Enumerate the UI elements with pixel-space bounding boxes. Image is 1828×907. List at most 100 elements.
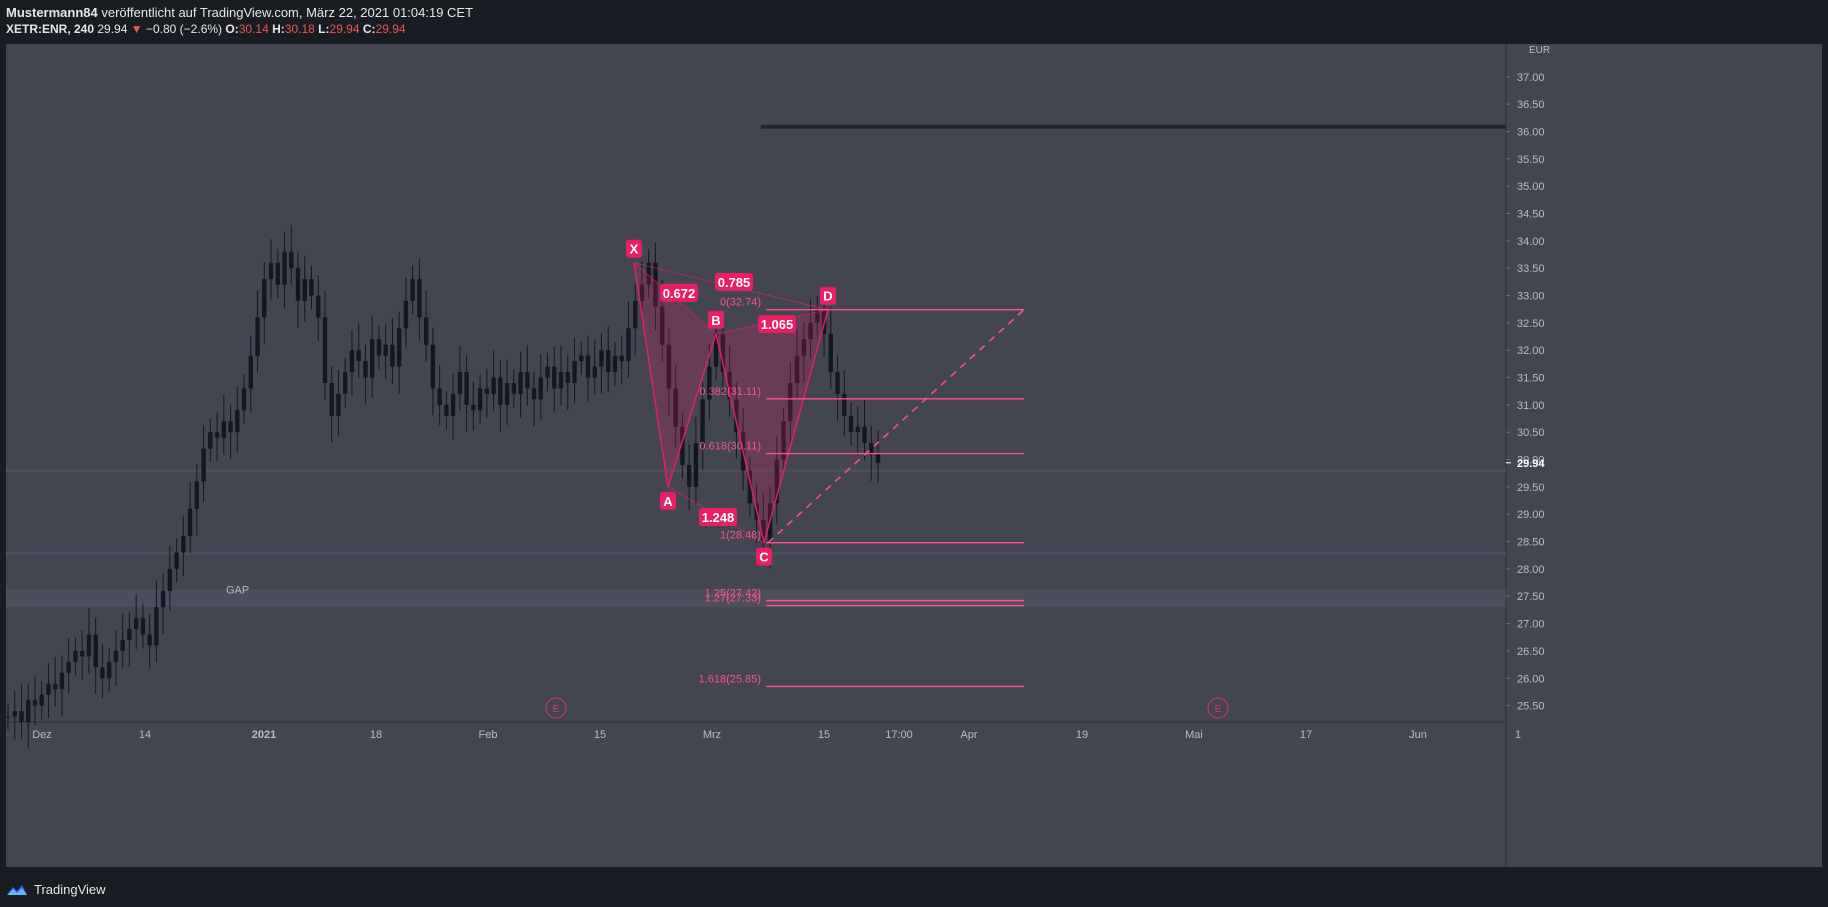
candle-body — [363, 361, 368, 378]
candle-body — [241, 388, 247, 411]
candle-body — [100, 667, 105, 679]
candle-body — [450, 393, 456, 416]
projection-line — [767, 309, 1025, 544]
candle-body — [316, 295, 321, 318]
candle-body — [734, 399, 739, 433]
time-tick-label: 19 — [1076, 729, 1088, 741]
candle-body — [558, 372, 564, 389]
candle-body — [12, 711, 17, 717]
candle-body — [484, 388, 490, 394]
candle-body — [194, 481, 200, 509]
price-tick-label: 31.00 — [1517, 400, 1545, 412]
candle-body — [127, 629, 132, 640]
publish-info: Mustermann84 veröffentlicht auf TradingV… — [6, 5, 473, 20]
high-value: 30.18 — [284, 22, 315, 36]
candle-body — [59, 672, 65, 690]
candle-body — [666, 344, 672, 389]
candle-body — [869, 443, 874, 455]
pattern-bcd-fill — [716, 309, 828, 543]
price-tick-label: 28.00 — [1517, 564, 1545, 576]
price-tick-label: 25.50 — [1517, 701, 1545, 713]
zone-band — [761, 124, 1506, 129]
candle-body — [295, 268, 301, 301]
candle-body — [781, 421, 786, 460]
candle-body — [66, 661, 71, 673]
candle-body — [606, 350, 611, 373]
pattern-leg — [633, 262, 669, 487]
candle-body — [747, 470, 753, 504]
pattern-point-badge — [660, 491, 676, 510]
candle-body — [275, 262, 280, 285]
price-tick-label: 32.00 — [1517, 345, 1545, 357]
candle-body — [552, 366, 557, 389]
candle-body — [336, 393, 341, 416]
candle-body — [262, 279, 267, 318]
candle-body — [788, 383, 793, 422]
candle-body — [875, 454, 881, 463]
candle-body — [26, 700, 31, 722]
candle-body — [585, 355, 591, 378]
candle-body — [808, 322, 813, 340]
close-label: C: — [362, 22, 376, 36]
price-tick-label: 36.50 — [1517, 99, 1545, 111]
candle-body — [302, 279, 307, 301]
price-change: −0.80 (−2.6%) — [145, 22, 223, 36]
symbol-label[interactable]: XETR:ENR, 240 — [6, 22, 95, 36]
fib-level-label: 1.27(27.33) — [705, 593, 761, 605]
pattern-point-label: B — [711, 313, 720, 328]
candle-body — [410, 279, 415, 301]
price-tick-label: 33.00 — [1517, 291, 1545, 303]
candle-body — [322, 317, 328, 383]
time-tick-label: 2021 — [252, 729, 276, 741]
ratio-label: 1.065 — [761, 317, 794, 332]
candle-body — [349, 350, 355, 373]
price-chart[interactable]: GAP X A B C D 0.672 0.785 1.065 1.248 0(32.74) 0.38… — [6, 44, 1822, 867]
candle-body — [464, 372, 469, 405]
last-price: 29.94 — [97, 22, 128, 36]
price-tick-label: 36.00 — [1517, 126, 1545, 138]
time-axis-background — [6, 722, 1506, 867]
candle-body — [423, 317, 429, 345]
plot-background — [6, 44, 1506, 722]
candle-body — [437, 388, 442, 405]
candle-body — [545, 366, 550, 378]
tradingview-brand[interactable]: TradingView — [6, 882, 106, 897]
candle-body — [376, 339, 382, 356]
candle-body — [430, 344, 436, 389]
candle-body — [113, 650, 119, 662]
candle-body — [646, 262, 651, 285]
candle-body — [862, 426, 867, 444]
price-tick-label: 30.00 — [1517, 455, 1545, 467]
currency-label: EUR — [1529, 45, 1550, 56]
candle-body — [86, 634, 92, 657]
candle-body — [707, 366, 712, 400]
candle-body — [282, 251, 287, 285]
candle-body — [255, 317, 260, 356]
candle-body — [471, 404, 476, 411]
candle-body — [794, 355, 800, 383]
candle-body — [599, 350, 604, 367]
candle-body — [356, 350, 361, 362]
candle-body — [572, 361, 577, 383]
author-name[interactable]: Mustermann84 — [6, 5, 98, 20]
candle-body — [19, 711, 24, 722]
pattern-xab-fill — [634, 262, 716, 487]
time-tick-label: 1 — [1515, 729, 1521, 741]
down-arrow-icon: ▼ — [130, 22, 143, 36]
candle-body — [329, 383, 334, 416]
price-tick-label: 29.50 — [1517, 482, 1545, 494]
chart-header: Mustermann84 veröffentlicht auf TradingV… — [0, 0, 1828, 44]
zone-band — [6, 468, 1506, 473]
earnings-marker — [545, 697, 567, 719]
time-tick-label: Jun — [1409, 729, 1427, 741]
ratio-label: 1.248 — [702, 510, 735, 525]
fib-level-label: 1(28.48) — [720, 530, 761, 542]
pattern-leg — [763, 309, 829, 543]
candle-body — [289, 251, 294, 269]
candle-body — [653, 262, 658, 307]
candle-body — [343, 372, 348, 394]
candle-body — [565, 372, 570, 383]
price-tick-label: 29.00 — [1517, 509, 1545, 521]
chart-area[interactable]: GAP X A B C D 0.672 0.785 1.065 1.248 0(32.74) 0.38… — [6, 44, 1822, 867]
high-label: H: — [272, 22, 285, 36]
